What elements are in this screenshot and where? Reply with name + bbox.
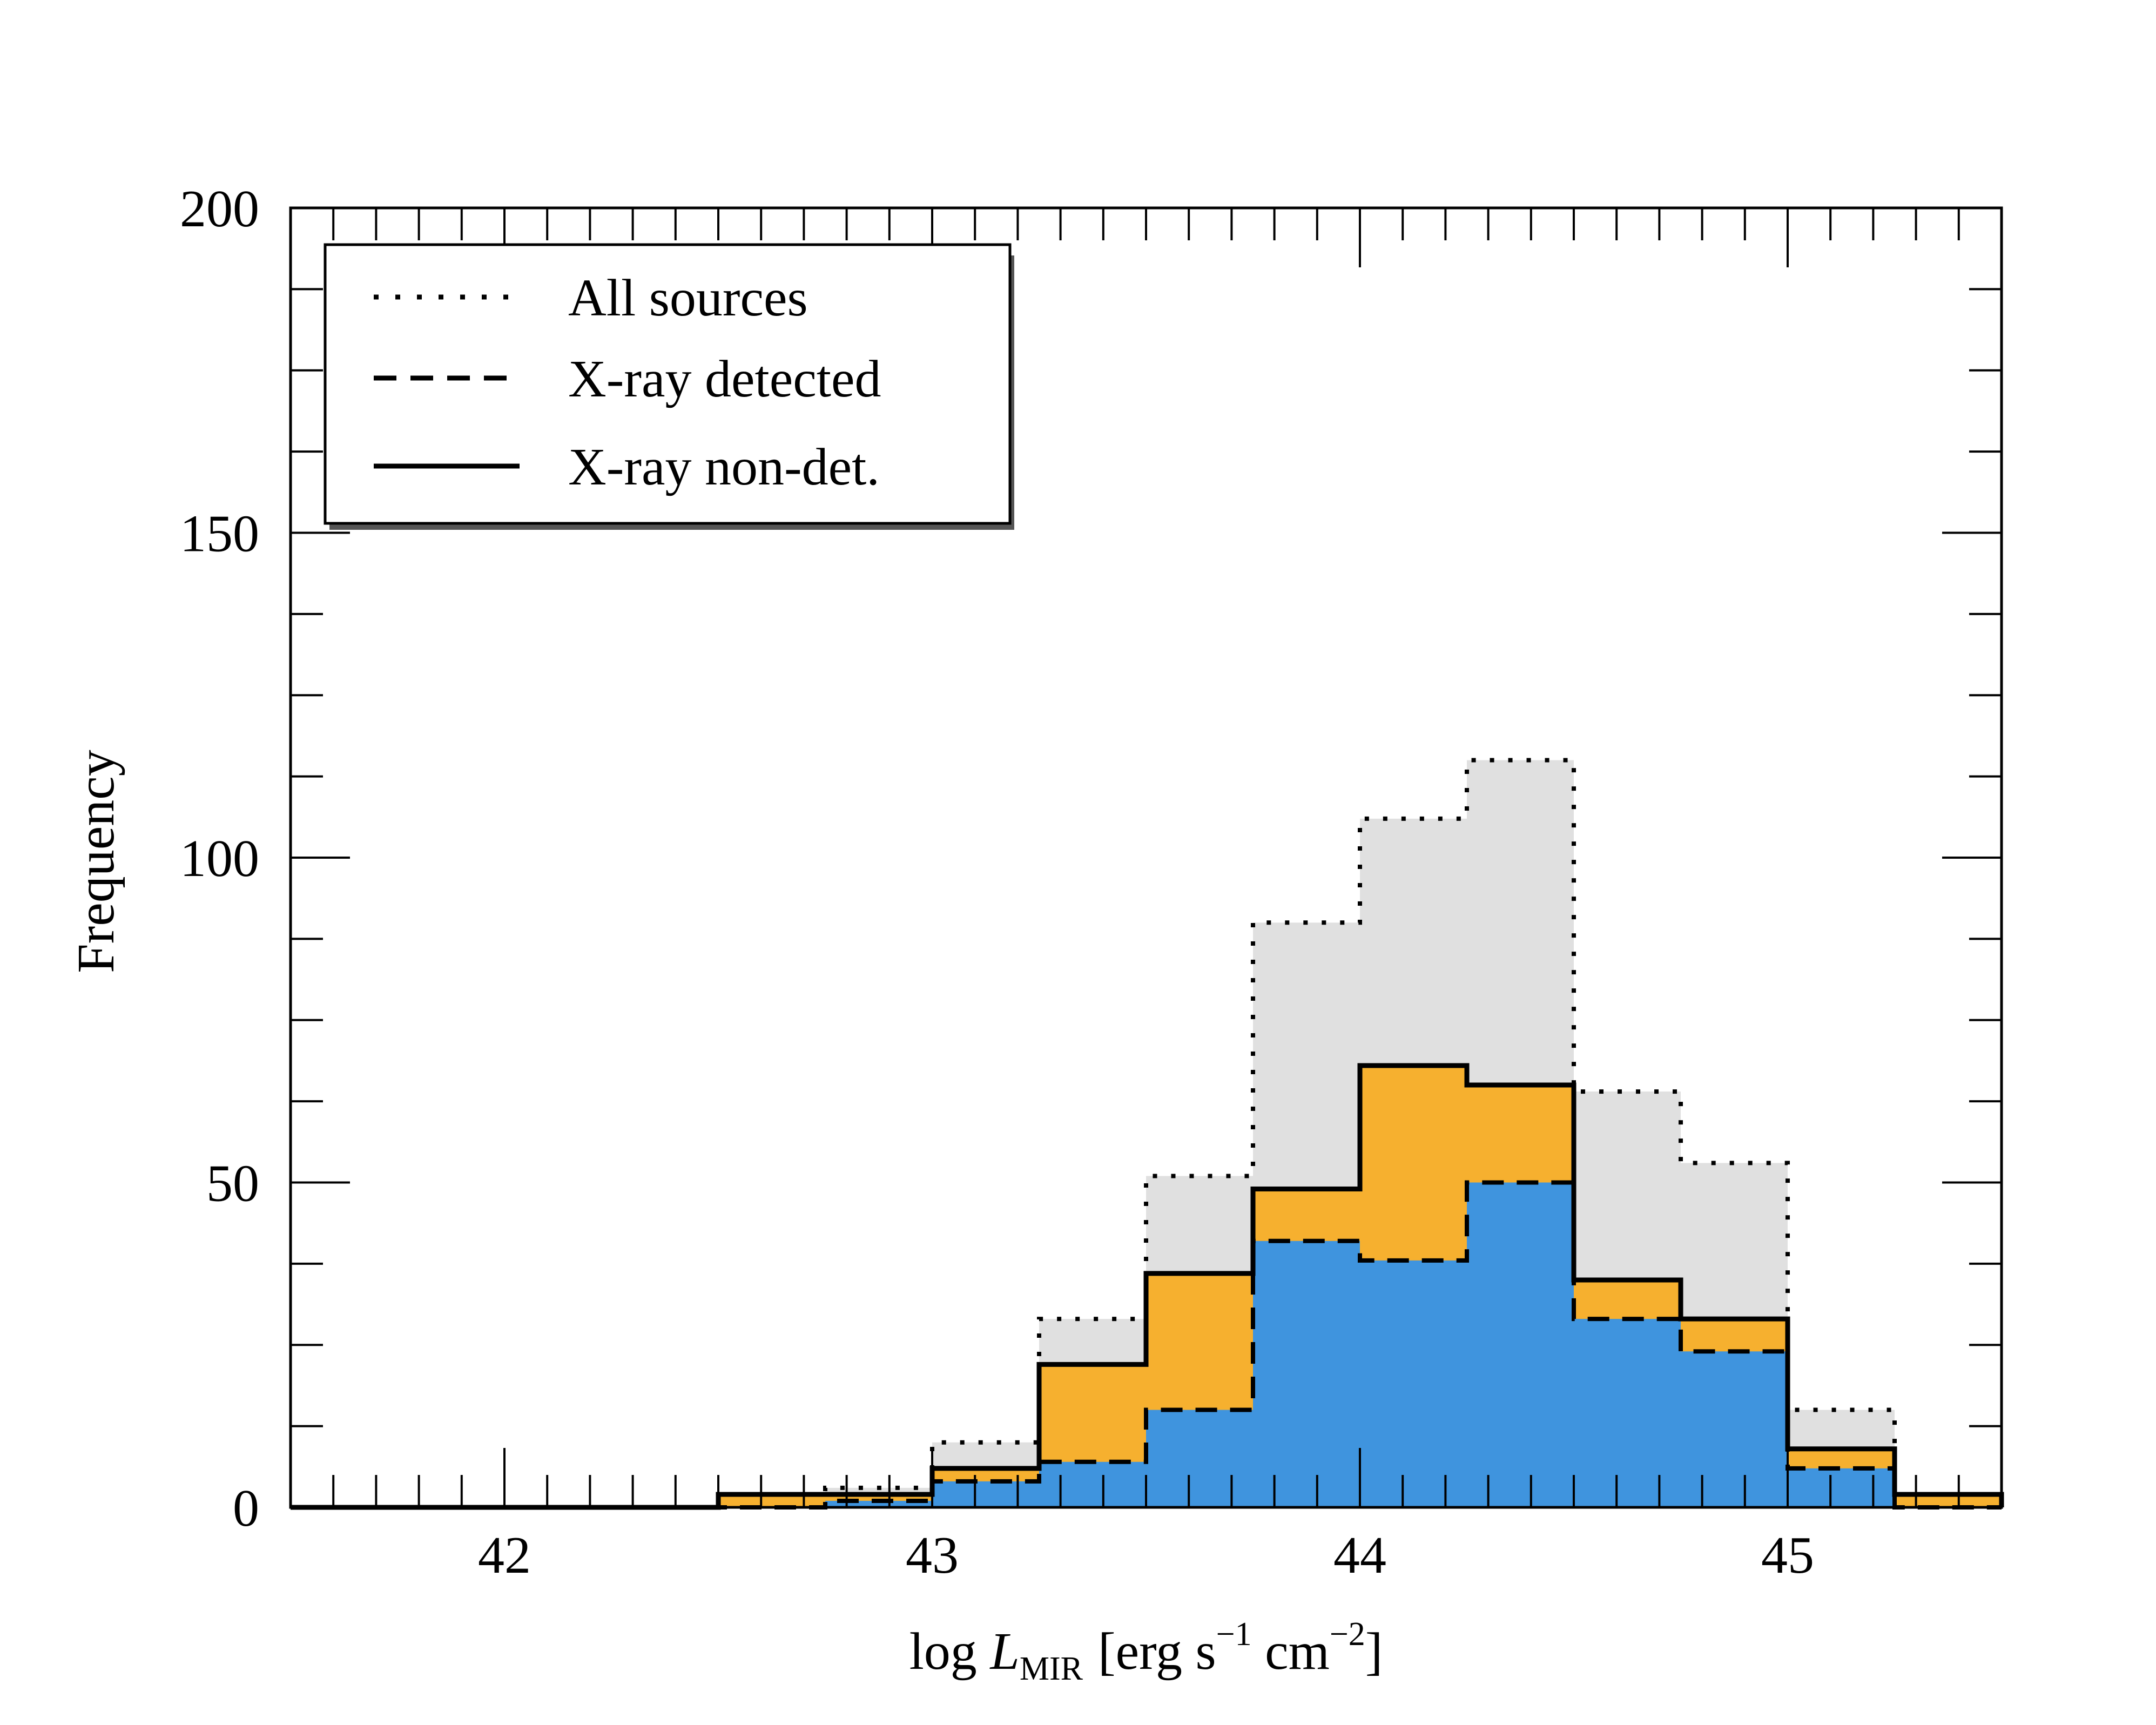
y-tick-label: 200 [180, 180, 259, 238]
plot-area [291, 758, 2004, 1510]
y-tick-label: 0 [233, 1479, 259, 1538]
bar-xray-detected-bin-6 [932, 1481, 1039, 1507]
y-tick-label: 50 [206, 1155, 259, 1213]
y-tick-label: 100 [180, 830, 259, 888]
x-axis-label: log LMIR [erg s−1 cm−2] [909, 1616, 1383, 1687]
x-tick-label: 43 [906, 1526, 959, 1585]
bar-xray-detected-bin-12 [1574, 1319, 1681, 1507]
legend-label-all-sources: All sources [568, 269, 808, 327]
bar-xray-detected-bin-8 [1146, 1410, 1253, 1507]
bar-xray-detected-bin-14 [1788, 1468, 1895, 1507]
y-tick-label: 150 [180, 505, 259, 563]
legend: All sources X-ray detected X-ray non-det… [324, 243, 1014, 530]
legend-label-xray-non-det: X-ray non-det. [568, 438, 880, 496]
plot-frame [289, 206, 2003, 1509]
bar-xray-detected-bin-7 [1039, 1461, 1146, 1507]
bar-xray-detected-bin-10 [1360, 1260, 1467, 1507]
outline-xray-detected [291, 1180, 2002, 1510]
x-tick-label: 45 [1761, 1526, 1814, 1585]
y-axis-ticks: 0 50 100 150 200 [180, 180, 2002, 1538]
x-tick-label: 42 [478, 1526, 531, 1585]
x-axis-ticks: 42 43 44 45 [289, 208, 2003, 1585]
bar-xray-detected-bin-11 [1467, 1182, 1574, 1507]
bar-xray-detected-bin-13 [1681, 1351, 1788, 1507]
y-axis-label: Frequency [67, 750, 125, 973]
legend-label-xray-detected: X-ray detected [568, 350, 881, 408]
legend-box [324, 243, 1012, 525]
bar-xray-detected-bin-9 [1253, 1241, 1360, 1507]
x-tick-label: 44 [1333, 1526, 1386, 1585]
